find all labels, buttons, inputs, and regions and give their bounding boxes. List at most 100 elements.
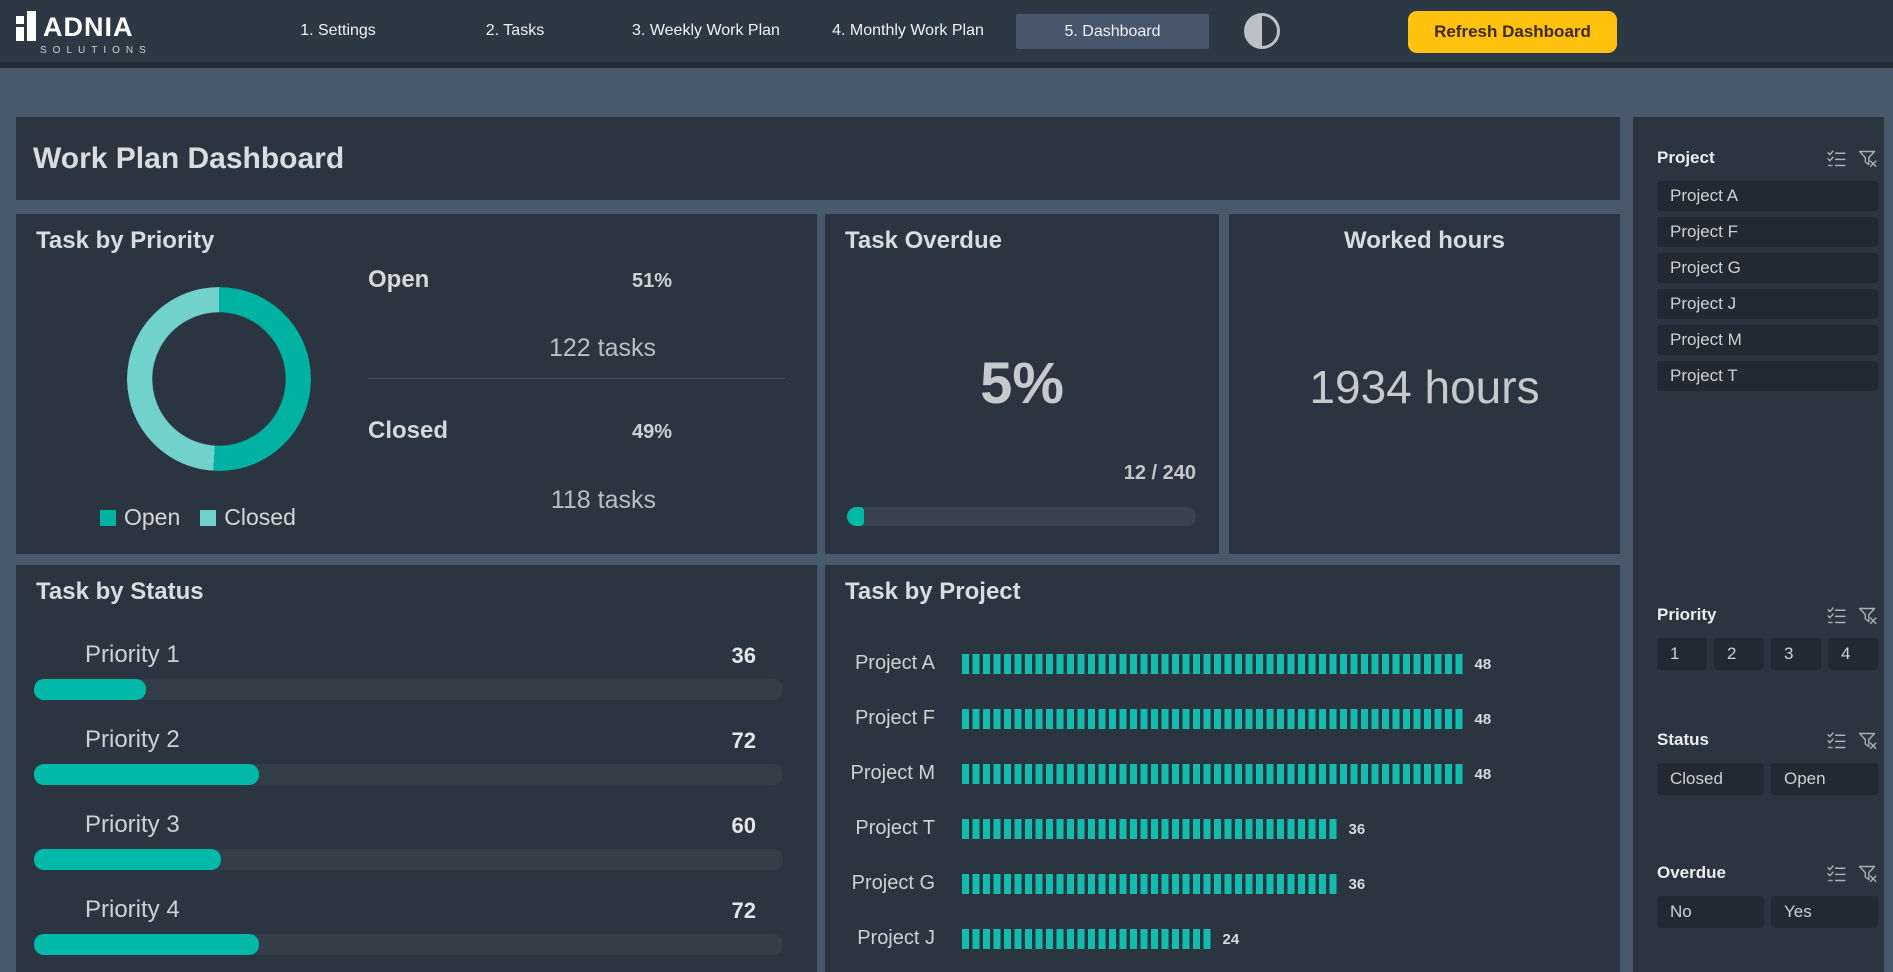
bar-chart-logo-icon xyxy=(16,7,36,41)
status-bar-track xyxy=(34,764,783,785)
closed-stat-pct: 49% xyxy=(631,421,672,443)
slicer-option-1[interactable]: 1 xyxy=(1657,638,1707,670)
project-bar xyxy=(962,764,1463,784)
slicer-header: Status xyxy=(1657,727,1878,753)
slicer-overdue: Overdue No Yes xyxy=(1657,860,1878,928)
slicer-header: Priority xyxy=(1657,602,1878,628)
open-stat-tasks: 122 tasks xyxy=(548,334,656,362)
slicer-option-3[interactable]: 3 xyxy=(1771,638,1821,670)
project-row-value: 36 xyxy=(1348,821,1366,838)
slicer-option-closed[interactable]: Closed xyxy=(1657,763,1764,795)
status-row-value: 72 xyxy=(731,898,756,923)
slicer-option-no[interactable]: No xyxy=(1657,896,1764,928)
project-row-label: Project T xyxy=(855,817,935,839)
slicer-option-project-j[interactable]: Project J xyxy=(1657,289,1878,319)
worked-hours-title: Worked hours xyxy=(1344,227,1505,254)
project-row-label: Project G xyxy=(851,872,935,894)
tab-1-settings[interactable]: 1. Settings xyxy=(300,22,376,39)
multi-select-icon[interactable] xyxy=(1826,605,1847,626)
status-row-value: 60 xyxy=(731,813,756,838)
project-row-value: 24 xyxy=(1222,931,1240,948)
overdue-percentage: 5% xyxy=(980,351,1064,416)
project-row-label: Project M xyxy=(850,762,935,784)
project-row-label: Project F xyxy=(854,707,935,729)
contrast-half-moon-icon[interactable] xyxy=(1244,13,1280,49)
task-by-priority-panel: Task by Priority Open Closed Open 51% 12… xyxy=(16,214,817,554)
donut-legend: Open Closed xyxy=(100,504,296,531)
task-by-priority-title: Task by Priority xyxy=(36,227,215,254)
status-row-value: 72 xyxy=(731,728,756,753)
slicer-option-4[interactable]: 4 xyxy=(1828,638,1878,670)
brand-name: ADNIA xyxy=(43,12,134,43)
status-row-label: Priority 3 xyxy=(85,811,180,838)
multi-select-icon[interactable] xyxy=(1826,863,1847,884)
status-row-value: 36 xyxy=(731,643,756,668)
clear-filter-icon[interactable] xyxy=(1857,148,1878,169)
tab-3-weekly-work-plan[interactable]: 3. Weekly Work Plan xyxy=(632,22,780,39)
project-bar xyxy=(962,654,1463,674)
slicer-header: Project xyxy=(1657,145,1878,171)
project-row-value: 36 xyxy=(1348,876,1366,893)
slicer-items: Project A Project F Project G Project J Proj… xyxy=(1657,181,1878,391)
open-stat-pct: 51% xyxy=(631,270,672,292)
brand-subtitle: SOLUTIONS xyxy=(40,45,152,56)
slicer-sidebar: Project Project A Project F Project G Proje… xyxy=(1633,117,1884,972)
slicer-option-project-f[interactable]: Project F xyxy=(1657,217,1878,247)
slicer-title-overdue: Overdue xyxy=(1657,863,1726,882)
stats-divider xyxy=(368,378,785,379)
slicer-header: Overdue xyxy=(1657,860,1878,886)
overdue-ratio: 12 / 240 xyxy=(1123,462,1196,484)
project-row-value: 48 xyxy=(1474,766,1492,783)
status-row-label: Priority 2 xyxy=(85,726,180,753)
project-bar xyxy=(962,709,1463,729)
task-by-project-title: Task by Project xyxy=(845,578,1021,605)
project-row-value: 48 xyxy=(1474,656,1492,673)
slicer-option-project-t[interactable]: Project T xyxy=(1657,361,1878,391)
project-bar xyxy=(962,874,1337,894)
clear-filter-icon[interactable] xyxy=(1857,863,1878,884)
status-bar-fill xyxy=(34,934,259,955)
status-bar-track xyxy=(34,934,783,955)
legend-closed: Closed xyxy=(200,504,296,531)
project-row-label: Project A xyxy=(854,652,935,674)
slicer-option-yes[interactable]: Yes xyxy=(1771,896,1878,928)
task-by-status-panel: Task by Status Priority 1 36 Priority 2 72 P… xyxy=(16,565,817,972)
legend-open: Open xyxy=(100,504,180,531)
task-by-project-panel: Task by Project Project A 48 Project F 48 Pr… xyxy=(825,565,1620,972)
multi-select-icon[interactable] xyxy=(1826,730,1847,751)
closed-stat-label: Closed xyxy=(368,417,449,444)
page-title: Work Plan Dashboard xyxy=(33,141,345,175)
slicer-title-status: Status xyxy=(1657,730,1709,749)
dashboard-header-panel: Work Plan Dashboard xyxy=(16,117,1620,200)
priority-donut-chart xyxy=(127,287,311,471)
slicer-option-project-m[interactable]: Project M xyxy=(1657,325,1878,355)
slicer-items: Closed Open xyxy=(1657,763,1878,795)
slicer-project: Project Project A Project F Project G Proje… xyxy=(1657,145,1878,391)
tab-4-monthly-work-plan[interactable]: 4. Monthly Work Plan xyxy=(832,22,984,39)
slicer-option-open[interactable]: Open xyxy=(1771,763,1878,795)
status-bar-track xyxy=(34,679,783,700)
status-row-label: Priority 1 xyxy=(85,641,180,668)
project-bar xyxy=(962,929,1211,949)
slicer-option-project-a[interactable]: Project A xyxy=(1657,181,1878,211)
tab-2-tasks[interactable]: 2. Tasks xyxy=(485,22,545,39)
slicer-option-2[interactable]: 2 xyxy=(1714,638,1764,670)
slicer-option-project-g[interactable]: Project G xyxy=(1657,253,1878,283)
slicer-status: Status Closed Open xyxy=(1657,727,1878,795)
status-bar-fill xyxy=(34,764,259,785)
clear-filter-icon[interactable] xyxy=(1857,605,1878,626)
tab-5-dashboard[interactable]: 5. Dashboard xyxy=(1016,14,1209,49)
multi-select-icon[interactable] xyxy=(1826,148,1847,169)
status-bar-fill xyxy=(34,679,146,700)
project-bar xyxy=(962,819,1337,839)
overdue-progress-track xyxy=(847,507,1196,526)
status-row-label: Priority 4 xyxy=(85,896,180,923)
task-overdue-panel: Task Overdue 5% 12 / 240 xyxy=(825,214,1219,554)
slicer-title-priority: Priority xyxy=(1657,605,1717,624)
project-row-value: 48 xyxy=(1474,711,1492,728)
status-bar-fill xyxy=(34,849,221,870)
closed-stat-tasks: 118 tasks xyxy=(550,486,656,514)
refresh-dashboard-button[interactable]: Refresh Dashboard xyxy=(1408,11,1617,53)
clear-filter-icon[interactable] xyxy=(1857,730,1878,751)
